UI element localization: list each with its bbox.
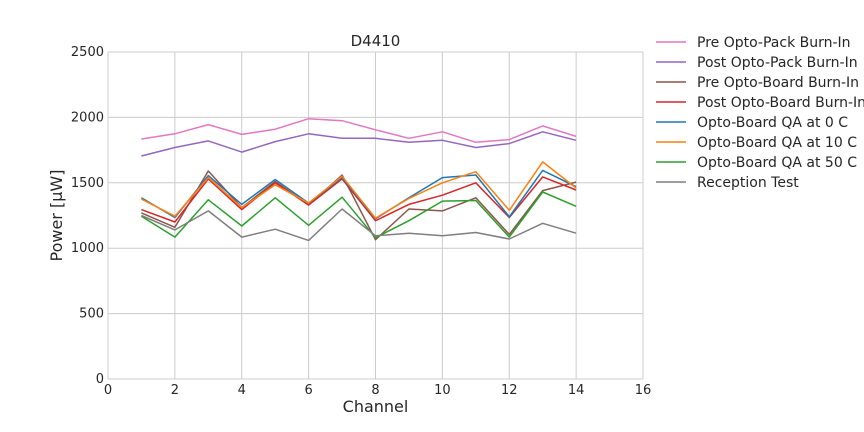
legend-item: Opto-Board QA at 0 C	[656, 115, 848, 131]
series-group	[141, 117, 577, 242]
x-tick-label: 16	[635, 383, 652, 398]
grid	[107, 51, 644, 380]
tick-labels: 0 2 4 6 8 10 12 14 16 0 500 1000 1500 2000 2500	[71, 45, 651, 398]
legend-label: Post Opto-Pack Burn-In	[697, 55, 858, 71]
legend-item: Opto-Board QA at 10 C	[656, 135, 857, 151]
y-tick-label: 0	[96, 372, 104, 387]
series-line	[141, 176, 577, 223]
legend-item: Reception Test	[656, 175, 799, 191]
series-line	[141, 161, 577, 219]
x-tick-label: 8	[371, 383, 379, 398]
y-tick-label: 1500	[71, 176, 104, 191]
legend-label: Opto-Board QA at 50 C	[697, 155, 857, 171]
legend-item: Pre Opto-Pack Burn-In	[656, 35, 851, 51]
x-tick-label: 4	[238, 383, 246, 398]
chart-title: D4410	[351, 32, 401, 50]
x-tick-label: 12	[501, 383, 518, 398]
series-line	[141, 170, 577, 241]
y-tick-label: 2000	[71, 110, 104, 125]
y-tick-label: 1000	[71, 241, 104, 256]
legend-item: Pre Opto-Board Burn-In	[656, 75, 859, 91]
legend-item: Opto-Board QA at 50 C	[656, 155, 857, 171]
legend-item: Post Opto-Pack Burn-In	[656, 55, 858, 71]
legend-label: Opto-Board QA at 0 C	[697, 115, 848, 131]
legend-label: Reception Test	[697, 175, 799, 191]
x-tick-label: 0	[104, 383, 112, 398]
series-line	[141, 131, 577, 157]
legend-label: Pre Opto-Board Burn-In	[697, 75, 859, 91]
series-line	[141, 208, 577, 242]
x-tick-label: 6	[304, 383, 312, 398]
legend-label: Pre Opto-Pack Burn-In	[697, 35, 851, 51]
x-tick-label: 14	[568, 383, 585, 398]
x-axis-title: Channel	[343, 397, 409, 416]
legend-label: Post Opto-Board Burn-In	[697, 95, 864, 111]
legend-label: Opto-Board QA at 10 C	[697, 135, 857, 151]
x-tick-label: 2	[171, 383, 179, 398]
y-tick-label: 2500	[71, 45, 104, 60]
series-line	[141, 117, 577, 144]
legend: Pre Opto-Pack Burn-In Post Opto-Pack Burn…	[656, 35, 864, 191]
y-axis-title: Power [μW]	[47, 170, 66, 262]
y-tick-label: 500	[79, 307, 104, 322]
x-tick-label: 10	[434, 383, 451, 398]
series-line	[141, 191, 577, 239]
legend-item: Post Opto-Board Burn-In	[656, 95, 864, 111]
